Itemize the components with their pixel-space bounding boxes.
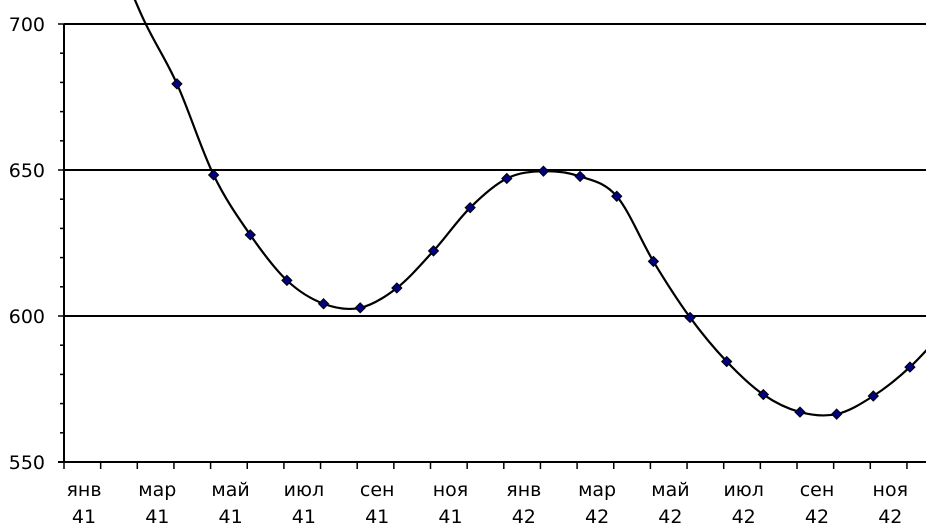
data-point-marker <box>171 78 183 90</box>
x-tick-label: май <box>211 479 249 501</box>
y-tick-label-550: 550 <box>9 452 45 474</box>
gridlines <box>64 23 926 317</box>
x-tick-label-year: 42 <box>878 506 902 526</box>
x-tick-label-year: 42 <box>658 506 682 526</box>
data-point-marker <box>647 255 660 268</box>
x-tick-label-year: 41 <box>72 506 96 526</box>
tick-labels: 550 600 650 700 янв 41 мар 41 май 41 июл 41 сен 41 ноя… <box>9 14 908 526</box>
y-tick-label-600: 600 <box>9 306 45 328</box>
x-tick-label: сен <box>800 479 835 501</box>
data-point-marker <box>391 282 403 294</box>
data-point-marker <box>757 388 770 401</box>
x-tick-label: июл <box>723 479 764 501</box>
x-tick-label: янв <box>66 479 101 501</box>
y-tick-label-700: 700 <box>9 14 45 36</box>
x-tick-label-year: 41 <box>438 506 462 526</box>
data-point-marker <box>574 170 586 183</box>
x-tick-label: сен <box>360 479 395 501</box>
x-tick-label-year: 41 <box>145 506 169 526</box>
data-point-marker <box>427 245 440 257</box>
series-line-0 <box>133 0 926 417</box>
data-point-marker <box>537 165 550 177</box>
x-tick-label: ноя <box>433 479 468 501</box>
x-tick-label-year: 41 <box>219 506 243 526</box>
data-point-marker <box>720 355 733 368</box>
data-point-marker <box>867 390 880 402</box>
x-tick-label: ноя <box>873 479 908 501</box>
x-tick-label: мар <box>578 479 616 501</box>
data-point-marker <box>464 201 476 214</box>
series-layer <box>133 0 926 420</box>
data-point-marker <box>611 190 623 202</box>
x-tick-label: янв <box>506 479 541 501</box>
data-point-marker <box>244 229 256 241</box>
x-tick-label-year: 42 <box>805 506 829 526</box>
x-tick-label-year: 42 <box>732 506 756 526</box>
axes <box>58 23 926 469</box>
data-point-marker <box>317 298 330 310</box>
x-tick-label: мар <box>138 479 176 501</box>
x-tick-label-year: 41 <box>292 506 316 526</box>
data-point-marker <box>207 169 220 181</box>
x-tick-label: июл <box>284 479 325 501</box>
x-tick-label-year: 42 <box>585 506 609 526</box>
data-point-marker <box>684 311 696 324</box>
x-tick-label: май <box>651 479 689 501</box>
data-point-marker <box>501 172 513 185</box>
x-tick-label-year: 42 <box>512 506 536 526</box>
data-point-marker <box>281 274 293 287</box>
y-tick-label-650: 650 <box>9 160 45 182</box>
data-point-marker <box>354 302 366 314</box>
data-point-marker <box>830 408 843 420</box>
data-point-marker <box>794 406 806 418</box>
data-point-marker <box>904 361 916 373</box>
x-tick-label-year: 41 <box>365 506 389 526</box>
